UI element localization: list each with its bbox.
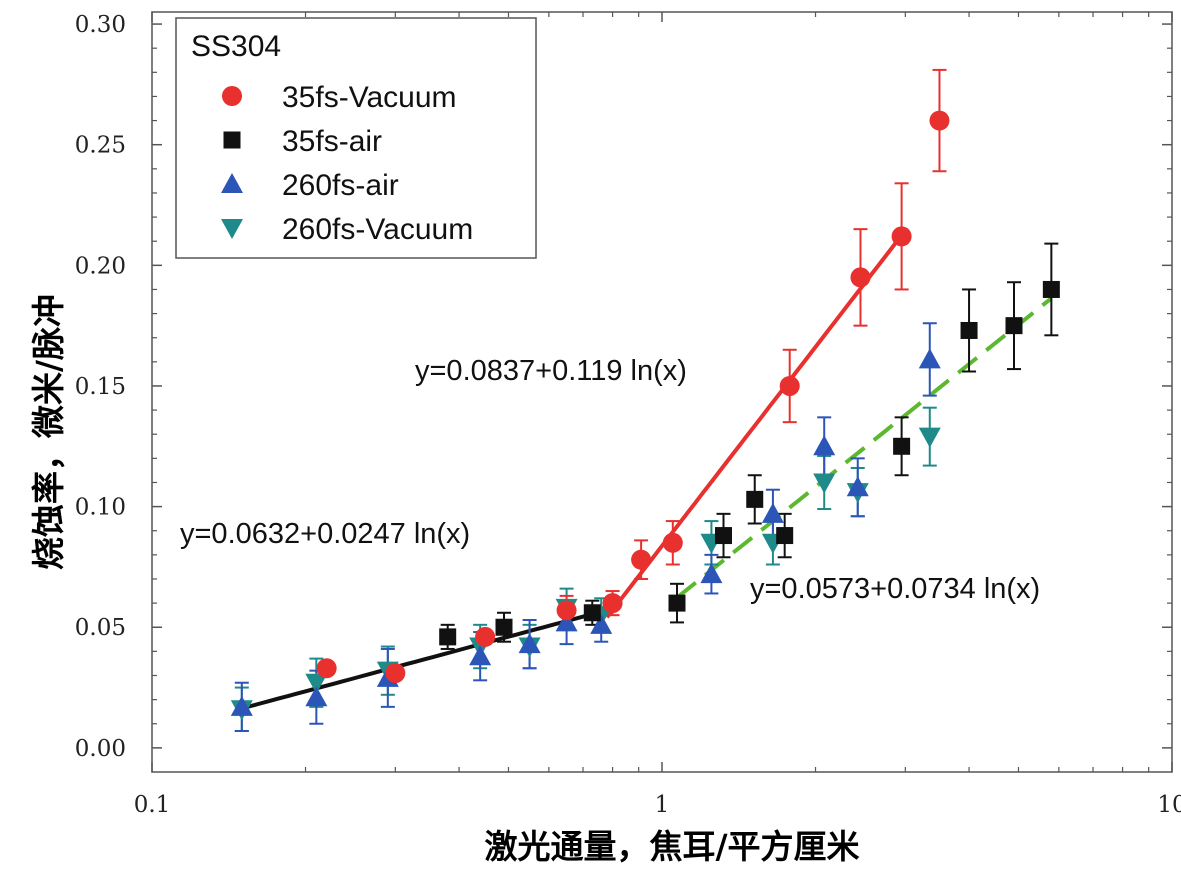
y-tick-label: 0.25 [75,133,126,159]
fit-annotation-black: y=0.0632+0.0247 ln(x) [180,518,470,550]
circle-marker [385,663,406,684]
triangle-up-marker [555,611,578,632]
fit-lines [241,234,1053,711]
square-marker [583,604,601,622]
fit-line-0 [241,608,608,711]
circle-marker [602,593,623,614]
fit-annotation-green: y=0.0573+0.0734 ln(x) [750,573,1040,605]
triangle-up-marker [469,645,492,666]
square-marker [893,437,911,455]
circle-marker [891,226,912,247]
triangle-down-marker [305,673,328,694]
x-axis-label: 激光通量，焦耳/平方厘米 [484,827,859,866]
circle-marker [631,549,652,570]
square-marker [223,131,241,149]
legend-entry-label: 35fs-Vacuum [282,81,457,114]
triangle-down-marker [813,473,836,494]
y-tick-label: 0.30 [75,12,126,38]
x-tick-label: 10 [1157,792,1181,818]
circle-marker [929,110,950,131]
legend-entry-label: 35fs-air [282,125,382,158]
legend-title: SS304 [191,30,281,63]
triangle-up-marker [230,695,253,716]
triangle-up-marker [846,476,869,497]
y-tick-label: 0.10 [75,495,126,521]
fit-line-1 [605,234,904,619]
y-tick-label: 0.00 [75,736,126,762]
y-tick-label: 0.20 [75,253,126,279]
square-marker [960,321,978,339]
square-marker [746,490,764,508]
triangle-up-marker [518,633,541,654]
circle-marker [475,626,496,647]
triangle-up-marker [813,435,836,456]
fit-line-2 [675,296,1053,600]
circle-marker [662,532,683,553]
triangle-up-marker [700,563,723,584]
square-marker [1005,317,1023,335]
square-marker [495,618,513,636]
square-marker [668,594,686,612]
triangle-up-marker [761,502,784,523]
triangle-down-marker [918,427,941,448]
triangle-up-marker [305,686,328,707]
square-marker [439,628,457,646]
legend: SS304 35fs-Vacuum 35fs-air 260fs-air 260fs-… [175,17,537,259]
legend-entries: 35fs-Vacuum 35fs-air 260fs-air 260fs-Vacuum [221,81,473,246]
y-tick-label: 0.05 [75,615,126,641]
circle-marker [779,375,800,396]
triangle-up-marker [221,173,243,193]
square-marker [776,527,794,545]
circle-marker [556,600,577,621]
y-tick-label: 0.15 [75,374,126,400]
circle-marker [222,86,242,106]
legend-entry-label: 260fs-Vacuum [282,213,473,246]
triangle-up-marker [918,348,941,369]
x-tick-label: 0.1 [134,792,171,818]
circle-marker [316,658,337,679]
y-axis-label: 烧蚀率，微米/脉冲 [29,294,68,570]
circle-marker [850,267,871,288]
x-tick-label: 1 [655,792,670,818]
square-marker [714,527,732,545]
triangle-down-marker [221,219,243,239]
fit-annotation-red: y=0.0837+0.119 ln(x) [415,355,687,387]
data-points [230,110,1060,721]
legend-entry-label: 260fs-air [282,169,399,202]
axes: 0.00 0.05 0.10 0.15 0.20 0.25 0.30 0.1 1 10 [75,11,1181,818]
square-marker [1042,280,1060,298]
triangle-up-marker [590,613,613,634]
